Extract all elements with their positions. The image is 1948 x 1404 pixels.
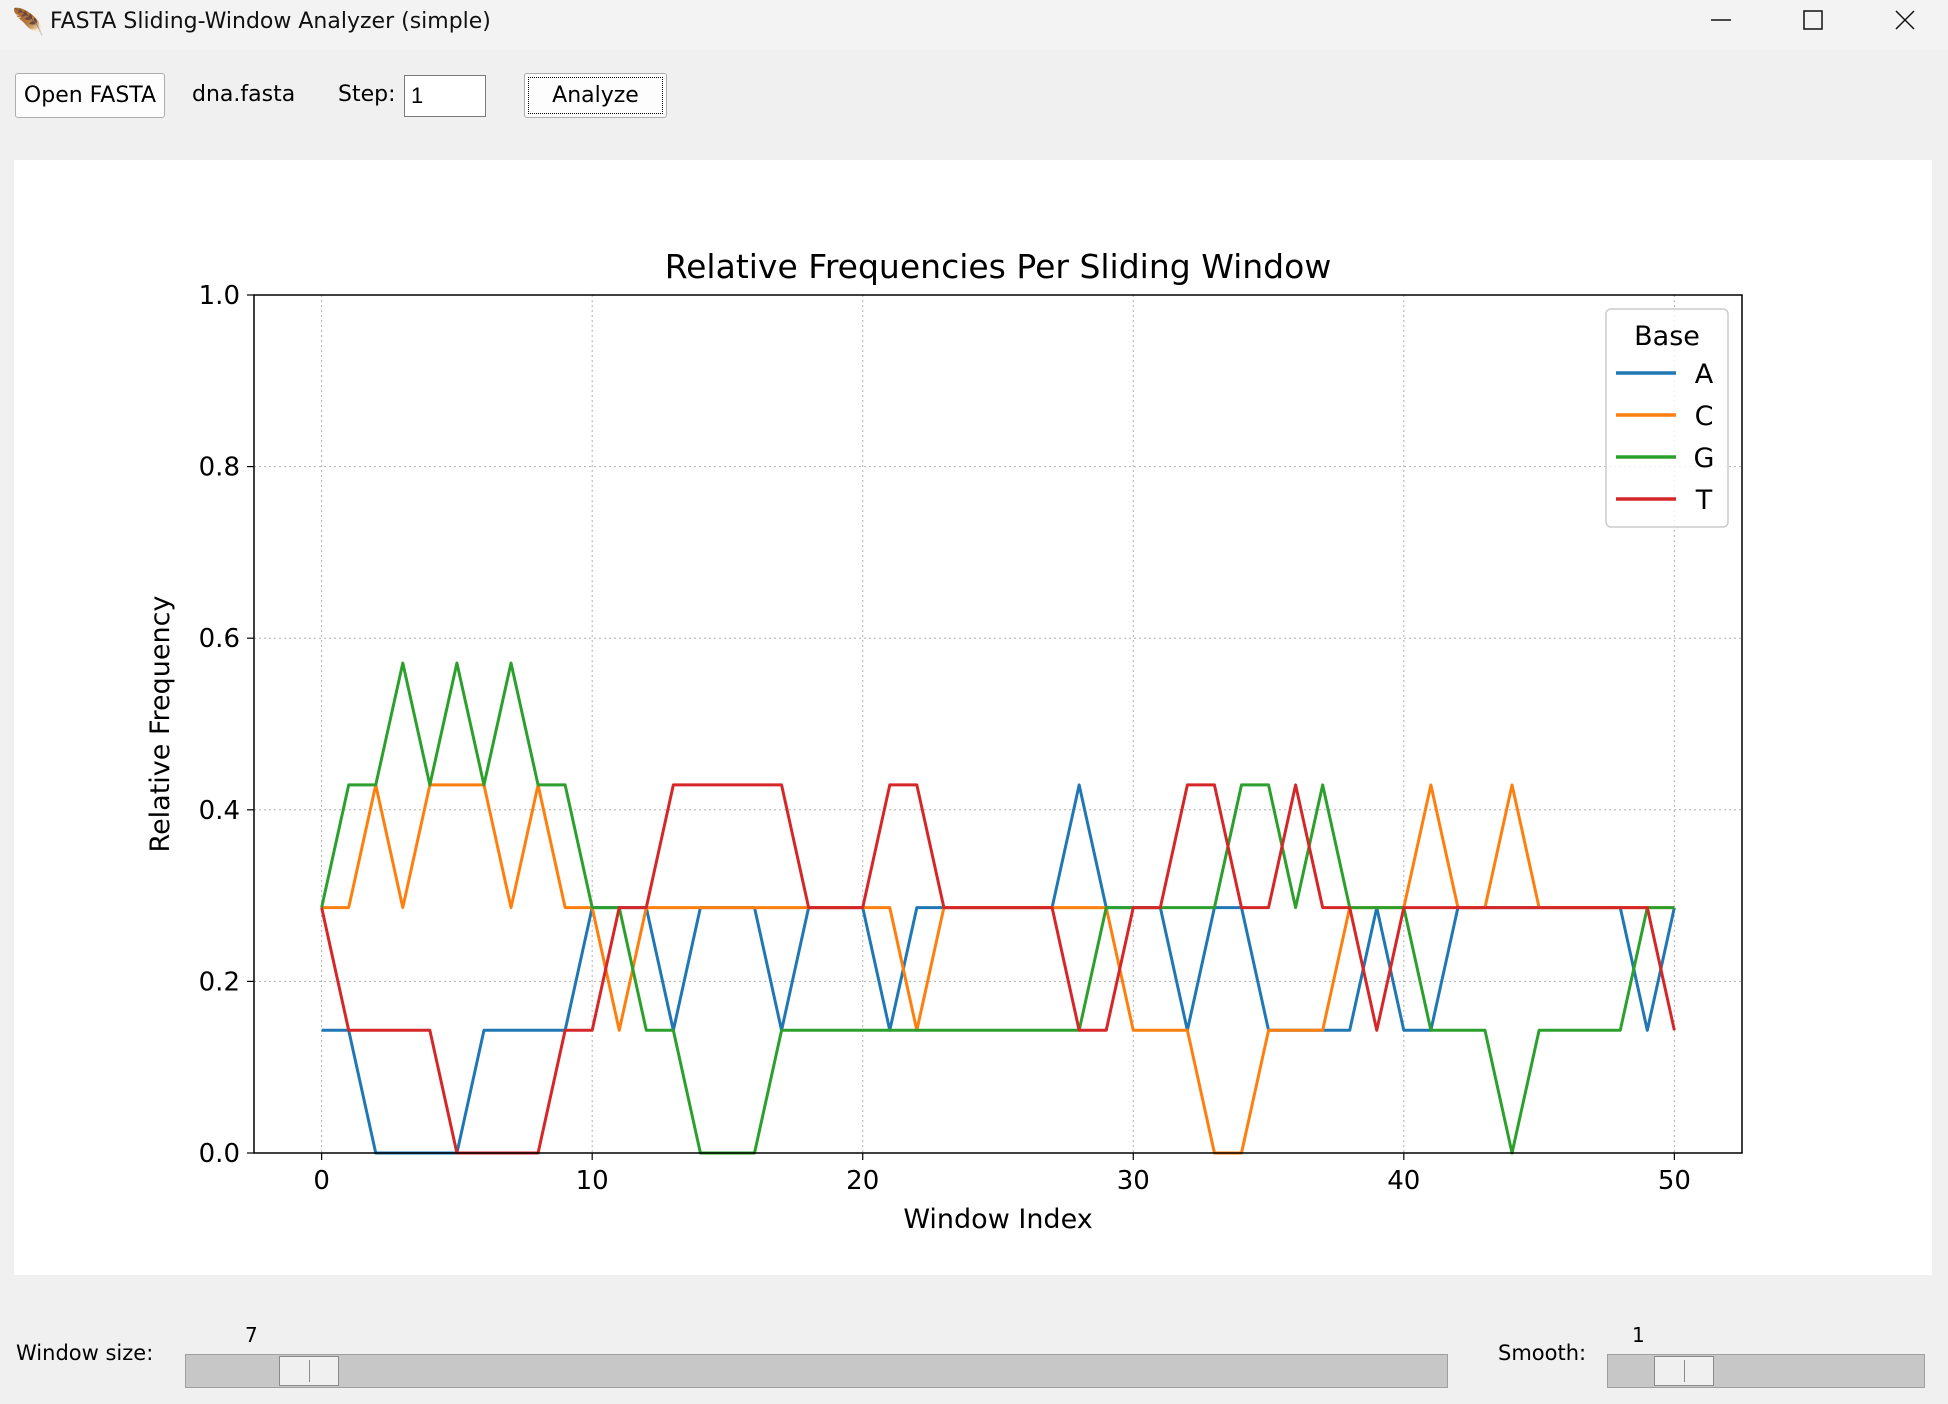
series-line-C	[321, 783, 1675, 1155]
y-tick-label-5: 1.0	[199, 281, 240, 311]
toolbar: Open FASTA dna.fasta Step: Analyze	[0, 50, 1948, 150]
window-size-slider[interactable]	[185, 1354, 1448, 1388]
legend-label-T: T	[1695, 485, 1713, 516]
series-line-G	[320, 661, 1675, 1155]
step-input[interactable]	[404, 75, 486, 117]
y-tick-label-3: 0.6	[199, 624, 240, 654]
chart-title: Relative Frequencies Per Sliding Window	[665, 247, 1332, 286]
chart: 0 10 20 30 40 50 0.0 0.2 0.4 0.6 0.8 1.0 Relative Fr…	[145, 247, 1743, 1235]
legend-label-C: C	[1695, 401, 1714, 432]
series-line-T	[320, 783, 1676, 1155]
analyze-label: Analyze	[552, 83, 639, 108]
maximize-icon	[1803, 10, 1823, 30]
window-size-slider-handle[interactable]	[279, 1356, 340, 1386]
window-size-label: Window size:	[16, 1341, 154, 1365]
window-title: FASTA Sliding-Window Analyzer (simple)	[50, 9, 491, 34]
legend-label-G: G	[1694, 443, 1715, 474]
feather-icon: 🪶	[12, 8, 45, 38]
smooth-value: 1	[1632, 1323, 1645, 1347]
y-tick-label-2: 0.4	[199, 796, 240, 826]
y-tick-label-0: 0.0	[199, 1139, 240, 1169]
x-tick-label-2: 20	[846, 1166, 879, 1196]
focus-ring	[528, 77, 663, 114]
step-label: Step:	[338, 82, 396, 107]
legend-label-A: A	[1695, 359, 1714, 390]
plot-canvas: 0 10 20 30 40 50 0.0 0.2 0.4 0.6 0.8 1.0 Relative Fr…	[14, 160, 1932, 1275]
x-axis-label: Window Index	[903, 1204, 1092, 1235]
legend-box	[1605, 308, 1729, 528]
legend-title: Base	[1634, 321, 1700, 352]
smooth-slider-handle[interactable]	[1654, 1356, 1715, 1386]
x-tick-label-3: 30	[1117, 1166, 1150, 1196]
minimize-icon	[1711, 19, 1731, 21]
maximize-button[interactable]	[1768, 0, 1858, 40]
analyze-button[interactable]: Analyze	[524, 73, 667, 118]
close-button[interactable]	[1860, 0, 1948, 40]
x-tick-label-1: 10	[576, 1166, 609, 1196]
open-fasta-button[interactable]: Open FASTA	[15, 73, 165, 118]
file-name-label: dna.fasta	[192, 82, 296, 107]
x-tick-label-5: 50	[1658, 1166, 1691, 1196]
x-tick-label-0: 0	[313, 1166, 330, 1196]
y-tick-label-1: 0.2	[199, 967, 240, 997]
x-tick-label-4: 40	[1387, 1166, 1420, 1196]
y-tick-label-4: 0.8	[199, 453, 240, 483]
smooth-slider[interactable]	[1607, 1354, 1925, 1388]
plot-frame	[253, 294, 1743, 1154]
minimize-button[interactable]	[1676, 0, 1766, 40]
smooth-label: Smooth:	[1498, 1341, 1587, 1365]
close-icon	[1895, 10, 1915, 30]
y-axis-label: Relative Frequency	[145, 596, 176, 853]
title-bar: 🪶 FASTA Sliding-Window Analyzer (simple)	[0, 0, 1948, 50]
window-size-value: 7	[245, 1323, 258, 1347]
